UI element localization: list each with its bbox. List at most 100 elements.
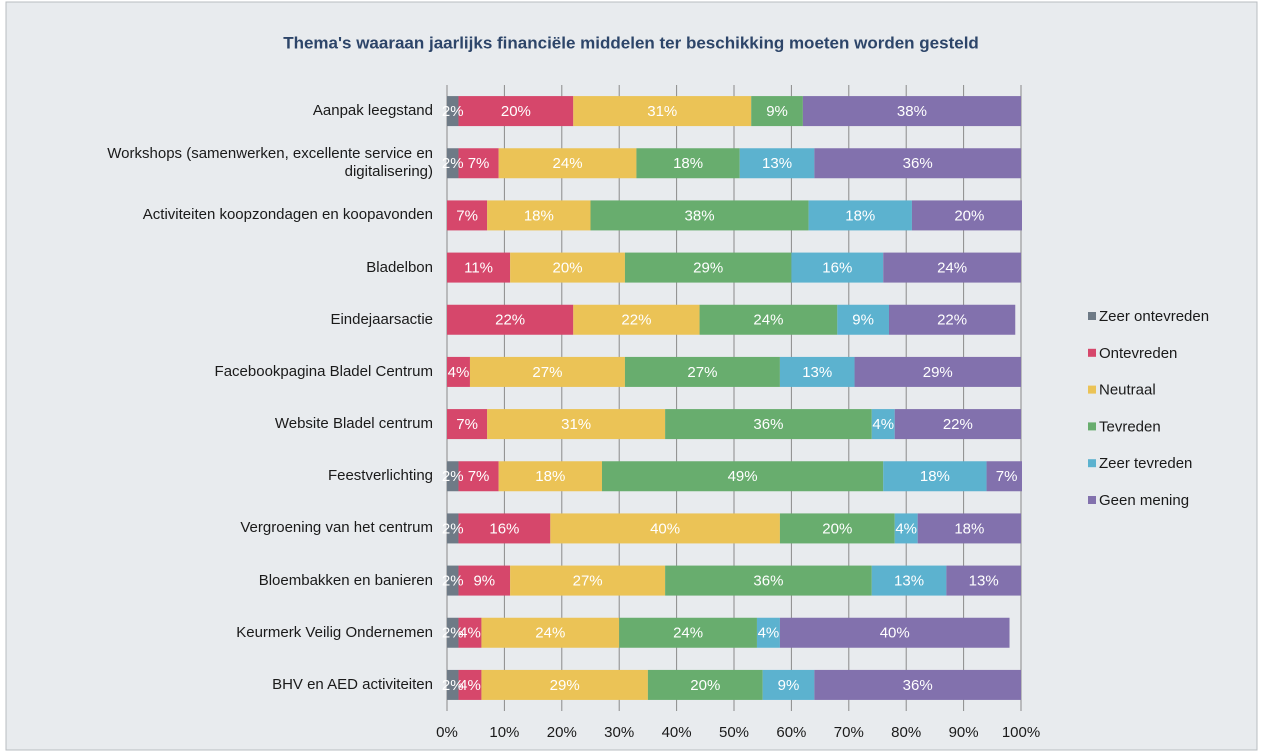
- data-label: 2%: [442, 155, 464, 172]
- x-tick-label: 80%: [891, 724, 921, 741]
- data-label: 7%: [456, 207, 478, 224]
- data-label: 4%: [758, 625, 780, 642]
- bar-segment: [447, 565, 459, 596]
- y-tick-label: Workshops (samenwerken, excellente servi…: [107, 145, 433, 181]
- legend-swatch: [1088, 422, 1096, 431]
- bar-segment: [917, 513, 1021, 544]
- legend-label: Zeer ontevreden: [1099, 308, 1209, 325]
- bar-segment: [487, 409, 666, 440]
- legend-swatch: [1088, 459, 1096, 468]
- data-label: 40%: [650, 520, 680, 537]
- data-label: 13%: [894, 573, 924, 590]
- data-label: 49%: [728, 468, 758, 485]
- bar-segment: [601, 461, 884, 492]
- data-label: 7%: [468, 155, 490, 172]
- data-label: 31%: [647, 103, 677, 120]
- y-tick-label: Bladelbon: [366, 258, 433, 276]
- data-label: 24%: [553, 155, 583, 172]
- data-label: 20%: [822, 520, 852, 537]
- x-tick-label: 50%: [719, 724, 749, 741]
- y-tick-label-box: Feestverlichting: [327, 467, 433, 485]
- legend-swatch: [1088, 312, 1096, 320]
- bar-segment: [458, 617, 482, 648]
- bar-segment: [636, 148, 740, 179]
- bar-segment: [762, 669, 815, 700]
- labels: 0% 10% 20% 30% 40% 50% 60% 70% 80% 90% 100% Aanpak …: [107, 102, 1209, 741]
- data-label: 7%: [468, 468, 490, 485]
- bar-segment: [871, 565, 947, 596]
- bar-segment: [447, 304, 574, 335]
- bar-segment: [498, 461, 602, 492]
- y-tick-label: Keurmerk Veilig Ondernemen: [236, 623, 433, 641]
- legend-label: Geen mening: [1099, 492, 1189, 509]
- bar-segment: [447, 148, 459, 179]
- data-label: 18%: [845, 207, 875, 224]
- bar-segment: [756, 617, 780, 648]
- y-tick-label: Aanpak leegstand: [312, 102, 433, 120]
- x-tick-label: 20%: [547, 724, 577, 741]
- bar-segment: [665, 565, 872, 596]
- x-tick-label: 0%: [436, 724, 458, 741]
- bar-segment: [573, 96, 752, 127]
- bar-segment: [837, 304, 889, 335]
- bar-segment: [779, 513, 895, 544]
- data-label: 24%: [673, 625, 703, 642]
- legend-swatch: [1088, 385, 1096, 394]
- data-label: 36%: [903, 677, 933, 694]
- y-tick-label: Bloembakken en banieren: [258, 571, 433, 589]
- legend-label: Tevreden: [1099, 418, 1161, 435]
- bar-segment: [590, 200, 809, 231]
- bar-segment: [854, 356, 1021, 387]
- data-label: 20%: [954, 207, 984, 224]
- legend-label: Neutraal: [1099, 382, 1156, 399]
- data-label: 7%: [996, 468, 1018, 485]
- data-label: 2%: [442, 625, 464, 642]
- bar-segment: [894, 513, 918, 544]
- data-label: 2%: [442, 573, 464, 590]
- bar-segment: [888, 304, 1016, 335]
- y-tick-label-box: Eindejaarsactie: [330, 310, 433, 328]
- y-tick-label-box: Bladelbon: [366, 258, 433, 276]
- data-label: 13%: [762, 155, 792, 172]
- y-tick-label-box: Aanpak leegstand: [312, 102, 433, 120]
- bar-segment: [946, 565, 1021, 596]
- data-label: 9%: [766, 103, 788, 120]
- bar-segment: [814, 669, 1021, 700]
- data-label: 22%: [495, 312, 525, 329]
- x-tick-label: 60%: [776, 724, 806, 741]
- y-tick-label: Vergroening van het centrum: [240, 519, 433, 537]
- y-tick-label: Facebookpagina Bladel Centrum: [214, 362, 433, 380]
- y-tick-label-box: Bloembakken en banieren: [258, 571, 433, 589]
- bar-segment: [550, 513, 780, 544]
- bar-segment: [647, 669, 763, 700]
- bar-segment: [802, 96, 1021, 127]
- x-tick-label: 70%: [834, 724, 864, 741]
- data-label: 16%: [822, 260, 852, 277]
- data-label: 38%: [685, 207, 715, 224]
- data-label: 20%: [501, 103, 531, 120]
- bar-segment: [894, 409, 1021, 440]
- bar-segment: [447, 200, 488, 231]
- bar-segment: [447, 356, 470, 387]
- data-label: 13%: [802, 364, 832, 381]
- legend-swatch: [1088, 348, 1096, 357]
- y-tick-label: Feestverlichting: [327, 467, 433, 485]
- bar-segment: [699, 304, 838, 335]
- bar-segment: [447, 96, 459, 127]
- bar-segment: [739, 148, 815, 179]
- data-label: 27%: [687, 364, 717, 381]
- bar-segment: [814, 148, 1021, 179]
- bar-segment: [447, 513, 459, 544]
- y-tick-label-box: Keurmerk Veilig Ondernemen: [236, 623, 433, 641]
- bar-segment: [808, 200, 912, 231]
- data-label: 20%: [690, 677, 720, 694]
- y-tick-label: Eindejaarsactie: [330, 310, 433, 328]
- data-label: 36%: [753, 416, 783, 433]
- bar-segment: [510, 252, 625, 283]
- data-label: 11%: [464, 260, 493, 277]
- bar-segment: [883, 252, 1021, 283]
- data-label: 4%: [895, 520, 917, 537]
- bar-segment: [469, 356, 625, 387]
- data-label: 2%: [442, 520, 464, 537]
